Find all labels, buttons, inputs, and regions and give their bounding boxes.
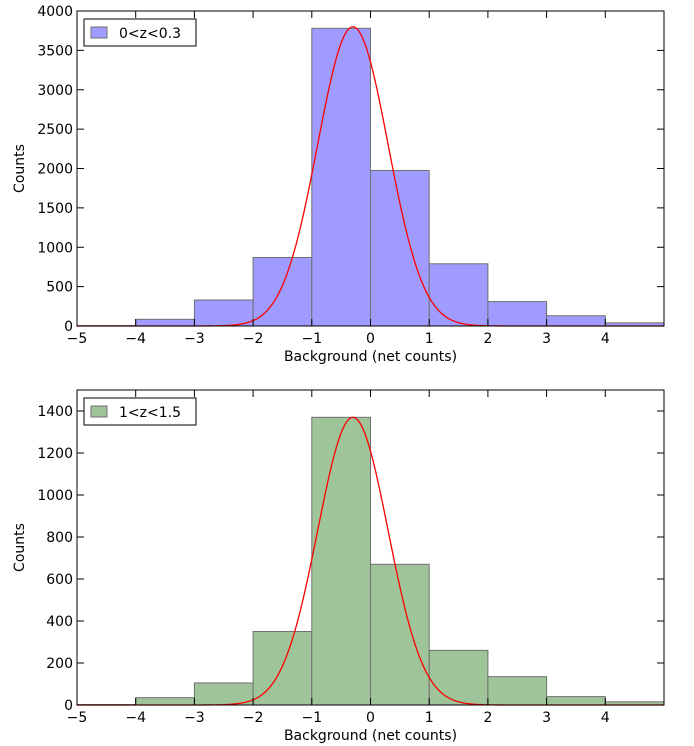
x-tick-label: −4	[125, 331, 146, 347]
histogram-bar	[135, 697, 195, 706]
x-axis-label: Background (net counts)	[284, 349, 457, 365]
x-tick-label: −4	[125, 710, 146, 726]
y-tick-label: 2000	[37, 162, 73, 178]
x-tick-label: −2	[243, 331, 264, 347]
histogram-panel-high-z: −5 −4 −3 −2 −1 0 1 2 3 4 0 200 400 600 800 1000 1200 1400…	[12, 389, 665, 744]
x-tick-label: 2	[483, 710, 492, 726]
y-tick-label: 1400	[37, 404, 73, 420]
x-tick-label: −1	[301, 331, 322, 347]
x-tick-label: 0	[366, 331, 375, 347]
legend: 0<z<0.3	[83, 18, 197, 47]
x-tick-label: −5	[67, 331, 88, 347]
histogram-bar	[487, 676, 548, 706]
x-tick-label: 3	[542, 331, 551, 347]
y-tick-label: 1200	[37, 446, 73, 462]
y-tick-label: 1000	[37, 240, 73, 256]
y-tick-label: 1000	[37, 488, 73, 504]
histogram-bar	[370, 169, 430, 327]
y-tick-label: 3000	[37, 83, 73, 99]
histogram-bar	[135, 318, 195, 327]
x-tick-label: 1	[425, 710, 434, 726]
histogram-bar	[311, 416, 371, 706]
y-tick-label: 0	[64, 319, 73, 335]
y-tick-label: 600	[46, 572, 73, 588]
legend-swatch	[90, 405, 108, 418]
legend-label: 0<z<0.3	[119, 26, 181, 42]
legend: 1<z<1.5	[83, 397, 197, 426]
histogram-bar	[311, 27, 371, 327]
x-tick-label: −2	[243, 710, 264, 726]
y-tick-label: 1500	[37, 201, 73, 217]
histogram-bar	[428, 649, 489, 706]
x-tick-label: −3	[184, 710, 205, 726]
x-tick-label: −3	[184, 331, 205, 347]
y-axis-label: Counts	[12, 523, 28, 572]
x-tick-label: 1	[425, 331, 434, 347]
x-tick-label: −5	[67, 710, 88, 726]
histogram-bar	[546, 315, 606, 327]
x-tick-label: 4	[601, 710, 610, 726]
histogram-bar	[252, 631, 313, 706]
y-tick-label: 200	[46, 656, 73, 672]
histogram-bar	[193, 682, 254, 706]
y-tick-label: 2500	[37, 122, 73, 138]
histogram-bar	[487, 301, 548, 327]
histogram-bars	[76, 27, 665, 327]
x-tick-label: 3	[542, 710, 551, 726]
histogram-bar	[193, 299, 254, 327]
x-tick-label: 2	[483, 331, 492, 347]
histogram-panel-low-z: −5 −4 −3 −2 −1 0 1 2 3 4 0 500 1000 1500 2000 2500 3000 3…	[12, 4, 665, 365]
x-tick-label: 0	[366, 710, 375, 726]
legend-label: 1<z<1.5	[119, 405, 181, 421]
y-axis-label: Counts	[12, 144, 28, 193]
y-tick-label: 400	[46, 614, 73, 630]
y-tick-label: 3500	[37, 43, 73, 59]
y-tick-label: 0	[64, 698, 73, 714]
x-tick-label: −1	[301, 710, 322, 726]
y-tick-label: 800	[46, 530, 73, 546]
histogram-bar	[428, 263, 489, 327]
histogram-bar	[546, 696, 606, 706]
x-axis-label: Background (net counts)	[284, 728, 457, 744]
x-tick-label: 4	[601, 331, 610, 347]
y-tick-label: 4000	[37, 4, 73, 20]
axis-ticks: −5 −4 −3 −2 −1 0 1 2 3 4 0 500 1000 1500 2000 2500 3000 3…	[37, 4, 664, 347]
legend-swatch	[90, 26, 108, 39]
histogram-bars	[76, 416, 665, 706]
axis-ticks: −5 −4 −3 −2 −1 0 1 2 3 4 0 200 400 600 800 1000 1200 1400	[37, 390, 664, 726]
y-tick-label: 500	[46, 280, 73, 296]
